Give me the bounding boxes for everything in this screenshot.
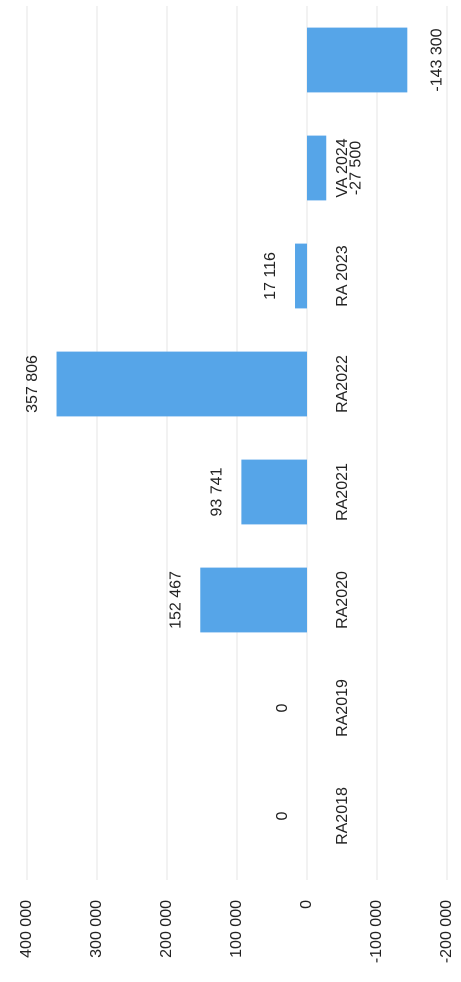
data-label: 0 [274, 811, 291, 820]
bar [307, 135, 327, 201]
x-tick-label: RA2022 [334, 355, 351, 413]
data-label: 152 467 [167, 571, 184, 629]
data-label: 0 [274, 703, 291, 712]
x-tick-label: RA2018 [334, 787, 351, 845]
x-tick-label: RA2019 [334, 679, 351, 737]
x-tick-label: RA2020 [334, 571, 351, 629]
data-label: -143 300 [429, 28, 446, 91]
x-tick-label: RA 2023 [334, 245, 351, 306]
y-tick-label: 300 000 [88, 900, 105, 958]
y-tick-label: 400 000 [18, 900, 35, 958]
bar [307, 27, 408, 93]
bar [295, 243, 307, 309]
bar [200, 567, 307, 633]
bar [56, 351, 308, 417]
y-tick-label: 100 000 [228, 900, 245, 958]
y-tick-label: -100 000 [368, 900, 385, 963]
rotated-chart: -200 000 -100 000 0 100 000 200 000 300 000 40… [18, 6, 455, 963]
x-tick-label: VA 2024 [334, 138, 351, 197]
data-label: 357 806 [24, 355, 41, 413]
y-tick-label: 200 000 [158, 900, 175, 958]
data-label: 93 741 [209, 467, 226, 516]
data-label: 17 116 [262, 252, 279, 300]
y-tick-label: -200 000 [438, 900, 455, 963]
bar [241, 459, 307, 525]
y-tick-label: 0 [298, 900, 315, 909]
data-label: -27 500 [347, 141, 364, 195]
x-tick-label: RA2021 [334, 463, 351, 521]
